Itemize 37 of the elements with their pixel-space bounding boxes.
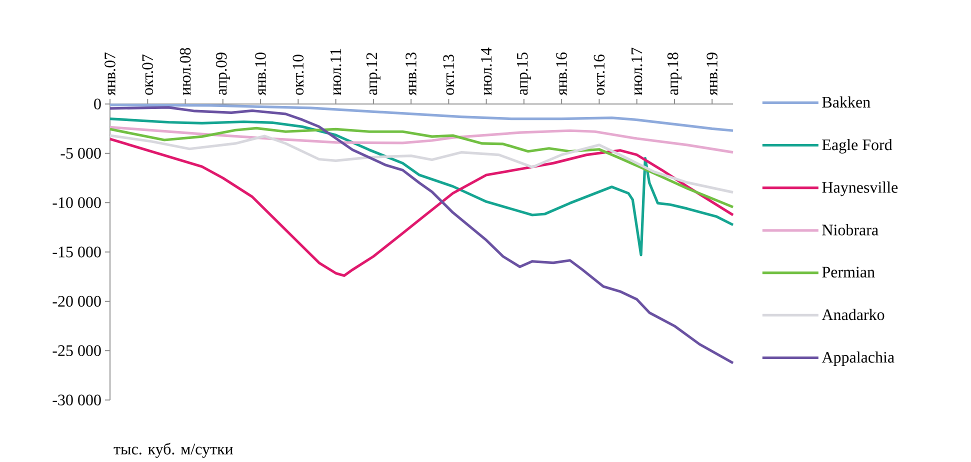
x-tick-label: окт.07: [142, 54, 154, 95]
legend-label: Eagle Ford: [822, 138, 892, 154]
legend-label: Haynesville: [822, 182, 898, 196]
x-tick-label: окт.13: [443, 54, 454, 95]
text: тыс. куб. м/сутки: [114, 442, 233, 458]
y-tick-label: -5 000: [60, 148, 101, 159]
x-tick-label: июл.17: [631, 48, 642, 96]
x-tick-label: апр.09: [216, 52, 230, 95]
y-tick-label: -20 000: [52, 296, 101, 307]
x-tick-label: апр.18: [667, 52, 682, 95]
y-tick-label: -10 000: [52, 197, 101, 208]
x-tick-label: апр.12: [366, 52, 380, 95]
x-tick-label: янв.13: [406, 52, 416, 96]
legend-label: Anadarko: [822, 308, 884, 320]
legend-label: Bakken: [822, 96, 870, 108]
line-series: [108, 126, 734, 208]
line-series: [108, 134, 734, 194]
x-tick-label: янв.19: [706, 52, 718, 96]
x-tick-label: окт.10: [292, 54, 304, 95]
x-tick-label: янв.10: [255, 52, 266, 96]
x-tick-label: окт.16: [594, 54, 605, 95]
x-tick-label: янв.16: [556, 52, 567, 96]
legend-label: Niobrara: [822, 224, 878, 236]
line-series: [108, 117, 734, 256]
x-tick-label: июл.08: [180, 48, 191, 96]
line-series: [108, 126, 734, 154]
legend-label: Permian: [822, 266, 875, 278]
y-tick-label: 0: [94, 98, 101, 110]
x-tick-label: апр.15: [516, 52, 531, 95]
y-tick-label: -25 000: [52, 345, 101, 356]
x-tick-label: июл.11: [330, 48, 342, 96]
x-tick-label: июл.14: [480, 48, 492, 96]
line-series: [108, 106, 734, 364]
x-tick-label: янв.07: [104, 52, 116, 96]
legend-label: Appalachia: [822, 351, 894, 366]
y-tick-label: -15 000: [52, 246, 101, 258]
y-tick-label: -30 000: [52, 394, 101, 406]
